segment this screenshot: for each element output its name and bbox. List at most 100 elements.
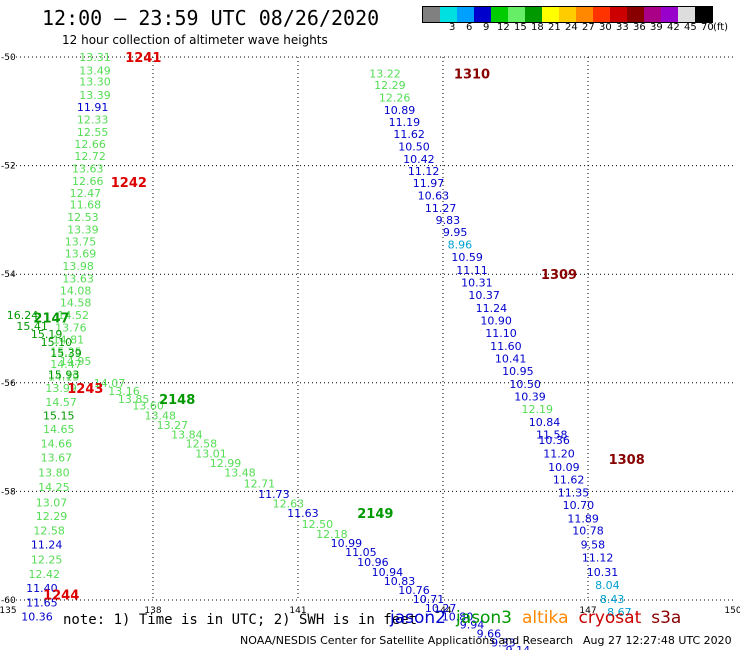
swh-data-point: 10.50 bbox=[509, 378, 541, 391]
swh-data-point: 10.71 bbox=[413, 593, 445, 606]
swh-data-point: 10.83 bbox=[384, 575, 416, 588]
swh-data-point: 11.60 bbox=[490, 340, 522, 353]
chart-grid bbox=[8, 56, 733, 601]
swh-data-point: 11.20 bbox=[543, 447, 575, 460]
legend-swatch bbox=[576, 7, 593, 22]
swh-data-point: 15.19 bbox=[31, 328, 63, 341]
chart-axes: 135 138 141 144 147 150 -50 -52 -54 -56 -58 -60 bbox=[0, 53, 740, 616]
swh-data-point: 15.15 bbox=[43, 409, 75, 422]
swh-data-point: 12.58 bbox=[186, 438, 218, 451]
swh-data-point: 10.39 bbox=[514, 390, 546, 403]
swh-data-point: 11.65 bbox=[26, 597, 58, 610]
swh-data-point: 10.63 bbox=[418, 189, 450, 202]
swh-data-point: 10.84 bbox=[529, 416, 561, 429]
legend-swatch bbox=[627, 7, 644, 22]
legend-swatch bbox=[661, 7, 678, 22]
track-labels: 1241 1242 1243 1244 2147 2148 2149 1310 1309 1308 bbox=[33, 51, 644, 604]
orbit-track-label: 1244 bbox=[43, 589, 79, 604]
swh-data-point: 11.10 bbox=[485, 327, 517, 340]
page-subtitle: 12 hour collection of altimeter wave hei… bbox=[62, 33, 328, 47]
swh-data-point: 13.75 bbox=[65, 236, 97, 249]
y-tick-label: -60 bbox=[1, 596, 16, 606]
swh-data-point: 14.66 bbox=[41, 438, 73, 451]
swh-data-point: 13.99 bbox=[45, 382, 77, 395]
satellite-name: jason3 bbox=[456, 608, 512, 628]
swh-data-point: 13.22 bbox=[369, 67, 401, 80]
swh-data-point: 12.99 bbox=[210, 457, 242, 470]
swh-data-point: 10.76 bbox=[398, 584, 430, 597]
swh-data-point: 12.18 bbox=[316, 528, 348, 541]
swh-data-point: 13.31 bbox=[79, 51, 111, 64]
swh-data-point: 10.78 bbox=[572, 524, 604, 537]
swh-data-point: 13.67 bbox=[41, 452, 73, 465]
legend-label: 42 bbox=[667, 22, 680, 33]
y-tick-label: -58 bbox=[1, 487, 16, 497]
legend-swatch bbox=[559, 7, 576, 22]
legend-label: 33 bbox=[616, 22, 629, 33]
swh-data-point: 12.50 bbox=[302, 518, 334, 531]
swh-data-point: 11.12 bbox=[582, 552, 614, 565]
swh-data-point: 11.05 bbox=[345, 546, 377, 559]
swh-data-point: 14.95 bbox=[60, 355, 92, 368]
satellite-name: altika bbox=[522, 608, 569, 628]
swh-data-point: 14.52 bbox=[58, 309, 90, 322]
swh-data-point: 9.95 bbox=[443, 226, 468, 239]
swh-data-point: 11.24 bbox=[476, 302, 508, 315]
y-tick-label: -50 bbox=[1, 53, 16, 63]
orbit-track-label: 2147 bbox=[33, 312, 69, 327]
legend-label: 30 bbox=[599, 22, 612, 33]
swh-data-point: 10.27 bbox=[425, 602, 457, 615]
swh-data-point: 13.60 bbox=[132, 400, 164, 413]
swh-data-point: 13.39 bbox=[67, 224, 99, 237]
swh-data-point: 10.96 bbox=[357, 556, 389, 569]
swh-data-point: 10.36 bbox=[538, 434, 570, 447]
swh-data-point: 11.11 bbox=[456, 264, 488, 277]
legend-label: 21 bbox=[548, 22, 561, 33]
swh-data-point: 13.76 bbox=[55, 321, 87, 334]
swh-data-point: 11.68 bbox=[70, 199, 102, 212]
legend-label: 3 bbox=[449, 22, 456, 33]
swh-data-point: 10.80 bbox=[442, 610, 474, 623]
swh-data-point: 12.29 bbox=[36, 510, 68, 523]
swh-data-point: 8.96 bbox=[448, 238, 473, 251]
swh-data-point: 9.33 bbox=[491, 636, 516, 649]
swh-data-point: 14.81 bbox=[53, 333, 85, 346]
legend-label: 24 bbox=[565, 22, 578, 33]
swh-data-point: 13.48 bbox=[145, 409, 177, 422]
swh-data-point: 10.31 bbox=[461, 276, 493, 289]
swh-data-point: 13.84 bbox=[171, 428, 203, 441]
swh-data-point: 13.49 bbox=[79, 65, 111, 78]
swh-data-point: 12.42 bbox=[29, 568, 61, 581]
x-tick-label: 150 bbox=[724, 606, 740, 616]
swh-data-point: 13.80 bbox=[38, 466, 70, 479]
swh-data-point: 12.53 bbox=[67, 211, 99, 224]
swh-data-point: 14.57 bbox=[45, 396, 77, 409]
swh-data-point: 14.47 bbox=[50, 358, 82, 371]
swh-data-point: 10.99 bbox=[331, 537, 363, 550]
swh-data-point: 11.63 bbox=[287, 507, 319, 520]
swh-data-point: 9.94 bbox=[460, 618, 485, 631]
swh-data-point: 12.55 bbox=[77, 126, 109, 139]
legend-label: 15 bbox=[514, 22, 527, 33]
swh-data-point: 10.41 bbox=[495, 352, 527, 365]
orbit-track-label: 2148 bbox=[159, 393, 195, 408]
swh-data-point: 13.63 bbox=[72, 162, 104, 175]
swh-data-point: 12.72 bbox=[74, 150, 106, 163]
swh-data-point: 9.66 bbox=[477, 628, 502, 641]
swh-data-point: 10.09 bbox=[548, 461, 580, 474]
swh-data-point: 13.30 bbox=[79, 75, 111, 88]
orbit-track-label: 2149 bbox=[357, 507, 393, 522]
swh-data-point: 11.40 bbox=[26, 582, 58, 595]
swh-data-point: 10.95 bbox=[502, 365, 534, 378]
swh-data-point: 13.39 bbox=[79, 89, 111, 102]
swh-data-point: 14.65 bbox=[43, 423, 75, 436]
legend-swatch bbox=[593, 7, 610, 22]
swh-data-point: 14.19 bbox=[48, 370, 80, 383]
swh-data-point: 12.19 bbox=[522, 403, 554, 416]
satellite-name: cryosat bbox=[578, 608, 642, 628]
swh-data-point: 12.58 bbox=[33, 524, 65, 537]
orbit-track-label: 1243 bbox=[67, 382, 103, 397]
x-tick-label: 141 bbox=[289, 606, 306, 616]
